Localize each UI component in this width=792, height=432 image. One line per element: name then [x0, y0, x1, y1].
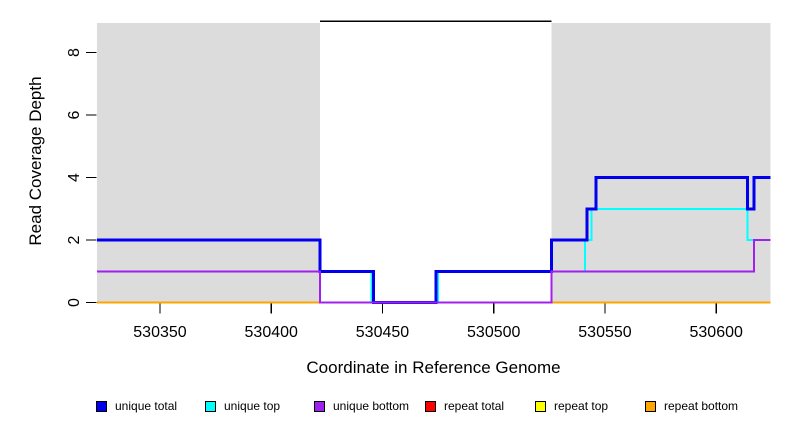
x-tick-label: 530550	[578, 324, 631, 341]
legend-label: repeat bottom	[664, 399, 739, 413]
legend-label: unique top	[224, 399, 281, 413]
legend-item-unique-top: unique top	[205, 398, 280, 414]
repeat-top-swatch-icon	[535, 400, 546, 412]
legend-item-unique-bottom: unique bottom	[314, 398, 409, 414]
x-axis-title: Coordinate in Reference Genome	[306, 358, 561, 377]
left-gray-region	[97, 22, 321, 303]
series-unique-top	[97, 207, 771, 304]
repeat-bottom-swatch-icon	[645, 400, 656, 412]
x-tick-label: 530450	[356, 324, 409, 341]
series-unique-total	[97, 176, 771, 304]
x-tick-label: 530600	[690, 324, 743, 341]
legend-item-unique-total: unique total	[96, 398, 177, 414]
x-tick-label: 530350	[133, 324, 186, 341]
legend-item-repeat-total: repeat total	[425, 398, 504, 414]
legend-label: unique bottom	[333, 399, 410, 413]
y-axis-title: Read Coverage Depth	[26, 76, 45, 246]
y-tick-label: 6	[66, 110, 83, 119]
unique-top-swatch-icon	[205, 400, 216, 412]
unique-bottom-swatch-icon	[314, 400, 325, 412]
legend-item-repeat-top: repeat top	[535, 398, 608, 414]
x-tick-label: 530400	[245, 324, 298, 341]
y-tick-label: 0	[66, 298, 83, 307]
x-tick-label: 530500	[467, 324, 520, 341]
legend-label: repeat top	[554, 399, 609, 413]
legend: unique total unique top unique bottom re…	[0, 398, 792, 418]
y-tick-label: 4	[66, 173, 83, 182]
series-unique-bottom	[97, 239, 771, 304]
unique-total-swatch-icon	[96, 400, 107, 412]
legend-label: unique total	[115, 399, 178, 413]
y-tick-label: 8	[66, 48, 83, 57]
legend-label: repeat total	[444, 399, 505, 413]
right-gray-region	[551, 22, 771, 303]
legend-item-repeat-bottom: repeat bottom	[645, 398, 738, 414]
y-tick-label: 2	[66, 235, 83, 244]
repeat-total-swatch-icon	[425, 400, 436, 412]
